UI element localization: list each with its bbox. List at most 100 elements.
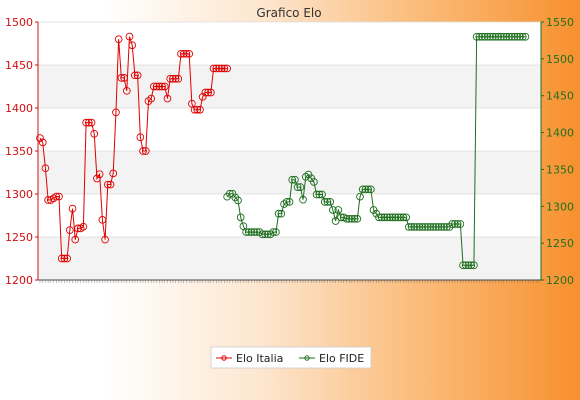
data-point: [350, 214, 359, 223]
data-point: [158, 82, 166, 91]
right-tick-label: 1400: [546, 127, 574, 140]
data-point: [502, 32, 511, 41]
data-point: [204, 88, 212, 97]
data-point: [141, 147, 150, 155]
data-point: [131, 71, 139, 80]
data-point: [410, 223, 419, 231]
data-point: [114, 35, 123, 44]
data-point: [494, 32, 503, 41]
data-point: [385, 213, 394, 222]
data-point: [434, 223, 443, 231]
data-point: [274, 209, 283, 218]
legend-label-elo-italia: Elo Italia: [236, 352, 283, 365]
data-point: [418, 223, 427, 231]
legend: Elo Italia Elo FIDE: [210, 346, 372, 369]
data-point: [244, 228, 253, 236]
data-point: [375, 213, 383, 222]
left-axis-ticks: 1200 1250 1300 1350 1400 1450 1500: [5, 16, 38, 287]
x-axis-ticks: [39, 280, 540, 283]
data-point: [163, 94, 172, 103]
data-point: [296, 183, 305, 191]
left-tick-label: 1300: [5, 188, 33, 201]
data-point: [497, 32, 505, 41]
data-point: [426, 223, 435, 231]
data-point: [480, 32, 489, 41]
data-point: [358, 185, 367, 194]
data-point: [150, 82, 158, 91]
data-point: [383, 213, 391, 222]
data-point: [190, 105, 199, 114]
data-point: [117, 74, 126, 82]
data-point: [95, 170, 104, 179]
legend-item-elo-fide: Elo FIDE: [299, 352, 364, 365]
data-point: [179, 49, 188, 58]
data-point: [348, 214, 356, 223]
data-point: [223, 64, 231, 73]
data-point: [467, 261, 476, 270]
series-layer: [36, 32, 530, 270]
data-point: [489, 32, 497, 41]
plot-background: [38, 22, 541, 280]
data-point: [122, 86, 131, 95]
data-point: [272, 228, 280, 236]
data-point: [201, 88, 210, 97]
left-tick-label: 1200: [5, 274, 33, 287]
data-point: [266, 230, 275, 239]
data-point: [63, 254, 71, 263]
data-point: [182, 49, 191, 58]
data-point: [225, 189, 234, 198]
left-tick-label: 1350: [5, 145, 33, 158]
data-point: [356, 192, 364, 201]
data-point: [101, 235, 109, 244]
data-point: [451, 220, 459, 228]
data-point: [169, 74, 177, 83]
data-point: [310, 178, 318, 186]
data-point: [377, 213, 386, 222]
plot-band: [38, 65, 541, 108]
data-point: [448, 220, 457, 228]
data-point: [109, 169, 118, 178]
data-point: [461, 261, 470, 270]
data-point: [342, 214, 351, 223]
data-point: [185, 49, 194, 58]
data-point: [120, 74, 128, 82]
data-point: [177, 49, 185, 58]
data-point: [90, 129, 99, 138]
right-tick-label: 1500: [546, 53, 574, 66]
data-point: [334, 206, 343, 214]
data-point: [209, 64, 218, 73]
data-point: [57, 254, 66, 263]
left-tick-label: 1400: [5, 102, 33, 115]
data-point: [236, 213, 245, 222]
right-tick-label: 1250: [546, 237, 574, 250]
data-point: [171, 74, 180, 83]
data-point: [299, 195, 307, 204]
data-point: [429, 223, 438, 231]
data-point: [125, 32, 134, 41]
data-point: [128, 41, 137, 50]
data-point: [301, 172, 310, 181]
data-point: [421, 223, 429, 231]
data-point: [293, 183, 302, 191]
data-point: [459, 261, 467, 270]
data-point: [475, 32, 484, 41]
data-point: [41, 164, 50, 173]
right-axis-ticks: 1200 1250 1300 1350 1400 1450 1500 1550: [541, 16, 574, 287]
data-point: [367, 185, 375, 194]
series-line-elo-fide: [226, 36, 526, 266]
data-point: [217, 64, 226, 73]
data-point: [394, 213, 402, 222]
data-point: [60, 254, 69, 263]
data-point: [196, 105, 204, 114]
data-point: [423, 223, 432, 231]
data-point: [212, 64, 221, 73]
data-point: [258, 230, 267, 239]
data-point: [263, 230, 272, 239]
data-point: [318, 190, 326, 199]
data-point: [312, 190, 321, 199]
data-point: [207, 88, 215, 97]
data-point: [337, 213, 345, 222]
data-point: [98, 215, 107, 224]
data-point: [250, 228, 259, 236]
